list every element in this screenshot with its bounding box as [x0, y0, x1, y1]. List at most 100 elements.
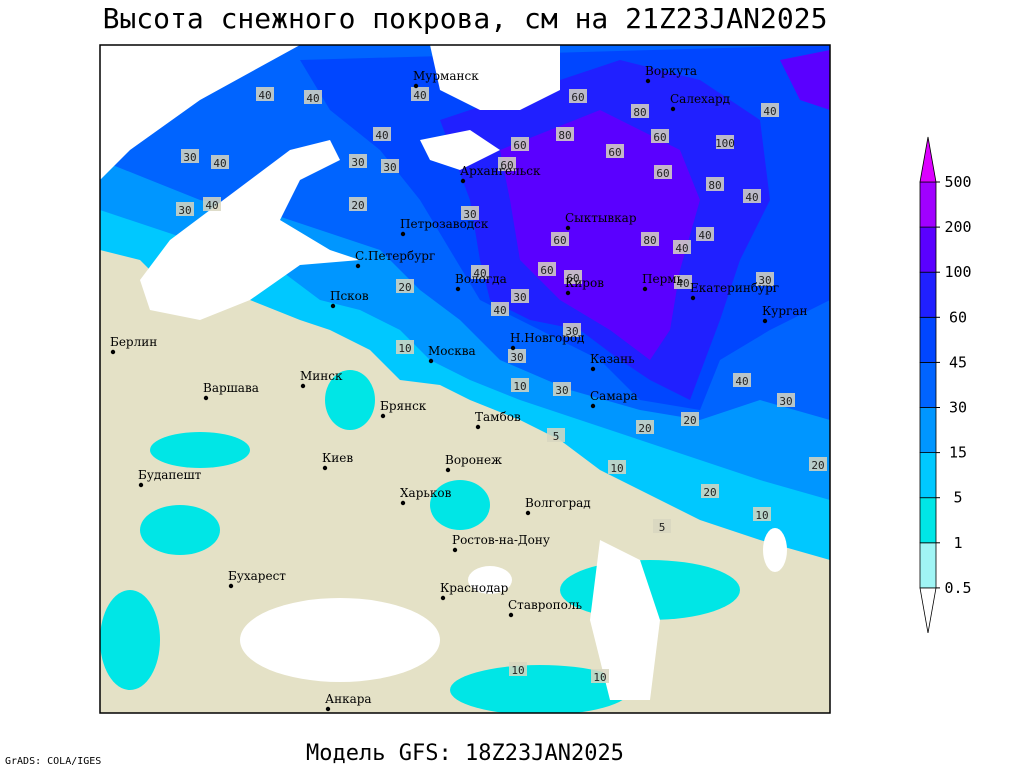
contour-label-bg — [753, 507, 771, 521]
city-dot — [355, 263, 361, 269]
colorbar-segment — [919, 361, 937, 408]
contour-label: 60 — [540, 264, 553, 277]
city-dot — [300, 383, 306, 389]
contour-label: 60 — [653, 131, 666, 144]
contour-label-bg — [511, 289, 529, 303]
contour-label: 10 — [511, 664, 524, 677]
city-label: Воркута — [645, 64, 697, 78]
contour-label-bg — [538, 262, 556, 276]
contour-label-bg — [211, 155, 229, 169]
colorbar-label: 60 — [949, 308, 967, 326]
contour-label: 30 — [513, 291, 526, 304]
city-label: Волгоград — [525, 496, 591, 510]
city-dot — [670, 106, 676, 112]
contour-label: 30 — [565, 325, 578, 338]
colorbar-label: 500 — [944, 173, 971, 191]
city-label: Пермь — [642, 272, 684, 286]
contour-label-bg — [756, 272, 774, 286]
contour-label-bg — [641, 232, 659, 246]
colorbar-segment — [919, 226, 937, 273]
city-dot — [510, 345, 516, 351]
city-dot — [138, 482, 144, 488]
city-label: Н.Новгород — [510, 331, 585, 345]
title: Высота снежного покрова, см на 21Z23JAN2… — [103, 2, 828, 35]
city-dot — [330, 303, 336, 309]
seas — [100, 45, 787, 700]
city-label: Архангельск — [460, 164, 541, 178]
contour-label: 40 — [676, 277, 689, 290]
city-label: Ростов-на-Дону — [452, 533, 550, 547]
model-caption: Модель GFS: 18Z23JAN2025 — [306, 741, 624, 766]
city-dot — [400, 231, 406, 237]
contour-label-bg — [349, 154, 367, 168]
contour-label: 40 — [205, 199, 218, 212]
city-dot — [325, 706, 331, 712]
contour-label-bg — [509, 662, 527, 676]
city-label: Салехард — [670, 92, 730, 106]
city-label: Петрозаводск — [400, 217, 489, 231]
colorbar-label: 0.5 — [944, 579, 971, 597]
credit: GrADS: COLA/IGES — [5, 756, 101, 767]
city-label: Курган — [762, 304, 807, 318]
city-label: С.Петербург — [355, 249, 435, 263]
contour-label: 40 — [675, 242, 688, 255]
contour-label-bg — [491, 302, 509, 316]
contour-label-bg — [631, 104, 649, 118]
city-dot — [110, 349, 116, 355]
contour-label-bg — [563, 323, 581, 337]
city-label: Минск — [300, 369, 343, 383]
city-dot — [565, 225, 571, 231]
city-dot — [525, 510, 531, 516]
contour-label-bg — [373, 127, 391, 141]
contour-label-bg — [733, 373, 751, 387]
city-dot — [565, 290, 571, 296]
contour-label-bg — [556, 127, 574, 141]
city-dot — [428, 358, 434, 364]
contour-label-bg — [674, 275, 692, 289]
snow-band — [500, 110, 700, 360]
contour-label-bg — [396, 340, 414, 354]
contour-label: 10 — [610, 462, 623, 475]
contour-label: 30 — [383, 161, 396, 174]
contour-label-bg — [701, 484, 719, 498]
contour-label-bg — [777, 393, 795, 407]
city-dot — [455, 286, 461, 292]
city-dot — [645, 78, 651, 84]
contour-label: 20 — [703, 486, 716, 499]
contour-label-bg — [508, 349, 526, 363]
city-label: Киров — [565, 276, 604, 290]
contour-label: 10 — [593, 671, 606, 684]
snow-band — [780, 50, 830, 110]
contour-label: 10 — [513, 380, 526, 393]
contour-label: 80 — [708, 179, 721, 192]
city-label: Краснодар — [440, 581, 509, 595]
city-dot — [452, 547, 458, 553]
contour-label: 20 — [683, 414, 696, 427]
colorbar-label: 45 — [949, 353, 967, 371]
contour-label: 40 — [473, 267, 486, 280]
city-label: Ставрополь — [508, 598, 582, 612]
contour-label: 20 — [811, 459, 824, 472]
contour-label-bg — [553, 382, 571, 396]
contour-label: 30 — [758, 274, 771, 287]
colorbar-segment — [919, 181, 937, 228]
contour-label: 30 — [555, 384, 568, 397]
contour-label-bg — [551, 232, 569, 246]
city-label: Харьков — [400, 486, 452, 500]
colorbar-bottom — [919, 587, 937, 633]
city-dot — [380, 413, 386, 419]
city-dot — [445, 467, 451, 473]
colorbar-top — [919, 136, 937, 183]
contour-label-bg — [511, 378, 529, 392]
city-dot — [475, 424, 481, 430]
colorbar-segment — [919, 452, 937, 499]
contour-label: 40 — [213, 157, 226, 170]
contour-label: 60 — [656, 167, 669, 180]
city-dot — [322, 465, 328, 471]
contour-label: 40 — [698, 229, 711, 242]
city-dot — [762, 318, 768, 324]
contour-label-bg — [471, 265, 489, 279]
contour-label: 40 — [375, 129, 388, 142]
contour-label: 5 — [553, 430, 560, 443]
